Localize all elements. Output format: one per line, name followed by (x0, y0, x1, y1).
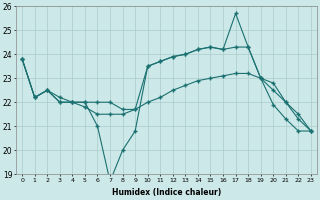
X-axis label: Humidex (Indice chaleur): Humidex (Indice chaleur) (112, 188, 221, 197)
